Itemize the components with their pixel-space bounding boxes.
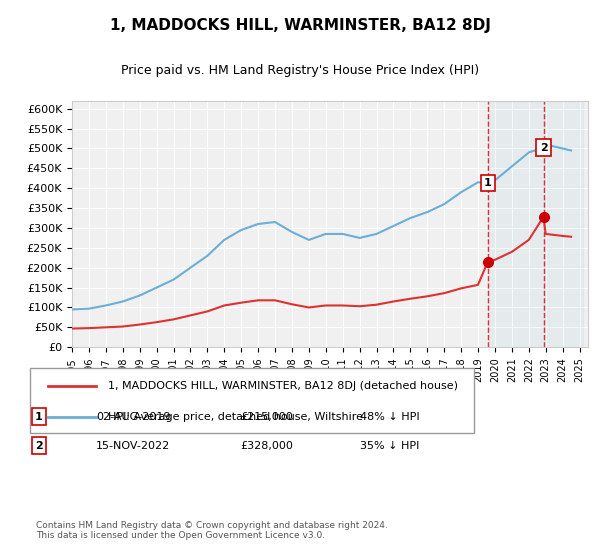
Text: 1: 1 bbox=[484, 178, 492, 188]
Text: 1: 1 bbox=[35, 412, 43, 422]
Text: 02-AUG-2019: 02-AUG-2019 bbox=[96, 412, 170, 422]
Text: 1, MADDOCKS HILL, WARMINSTER, BA12 8DJ: 1, MADDOCKS HILL, WARMINSTER, BA12 8DJ bbox=[110, 18, 490, 32]
Text: 1, MADDOCKS HILL, WARMINSTER, BA12 8DJ (detached house): 1, MADDOCKS HILL, WARMINSTER, BA12 8DJ (… bbox=[108, 381, 458, 391]
Bar bbox=[488, 101, 544, 347]
Text: £215,000: £215,000 bbox=[240, 412, 293, 422]
Text: 48% ↓ HPI: 48% ↓ HPI bbox=[360, 412, 419, 422]
Text: Price paid vs. HM Land Registry's House Price Index (HPI): Price paid vs. HM Land Registry's House … bbox=[121, 64, 479, 77]
Text: £328,000: £328,000 bbox=[240, 441, 293, 451]
Text: 35% ↓ HPI: 35% ↓ HPI bbox=[360, 441, 419, 451]
Text: Contains HM Land Registry data © Crown copyright and database right 2024.
This d: Contains HM Land Registry data © Crown c… bbox=[36, 521, 388, 540]
Text: 2: 2 bbox=[539, 143, 547, 153]
Bar bbox=[544, 101, 583, 347]
Text: HPI: Average price, detached house, Wiltshire: HPI: Average price, detached house, Wilt… bbox=[108, 412, 363, 422]
Text: 2: 2 bbox=[35, 441, 43, 451]
Text: 15-NOV-2022: 15-NOV-2022 bbox=[96, 441, 170, 451]
FancyBboxPatch shape bbox=[30, 368, 474, 433]
